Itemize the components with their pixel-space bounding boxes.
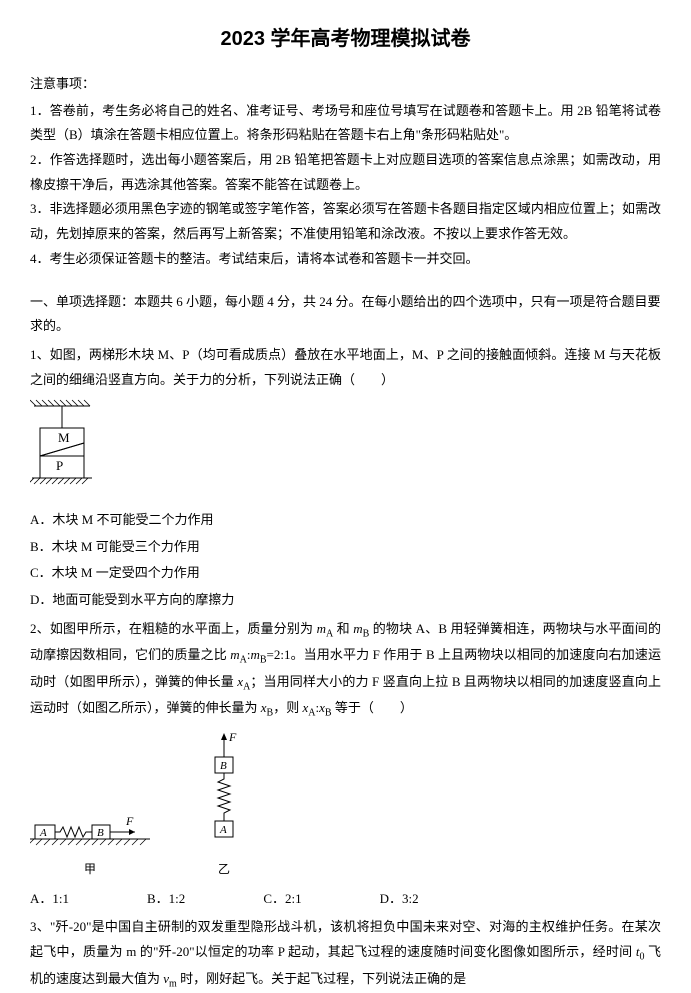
- q1-option-c: C．木块 M 一定受四个力作用: [30, 561, 661, 586]
- svg-text:B: B: [97, 827, 104, 839]
- q2-option-d: D．3:2: [380, 887, 419, 912]
- instruction-4: 4．考生必须保证答题卡的整洁。考试结束后，请将本试卷和答题卡一并交回。: [30, 247, 661, 272]
- fig1-label-m: M: [58, 430, 70, 445]
- instruction-2: 2．作答选择题时，选出每小题答案后，用 2B 铅笔把答题卡上对应题目选项的答案信…: [30, 148, 661, 197]
- svg-text:B: B: [220, 760, 227, 772]
- fig2-caption-yi: 乙: [204, 858, 244, 881]
- q2-option-a: A．1:1: [30, 887, 69, 912]
- figure-2: A B F 甲 F B A 乙: [30, 729, 661, 880]
- fig2-caption-jia: 甲: [30, 858, 150, 881]
- fig1-label-p: P: [56, 458, 63, 473]
- question-1: 1、如图，两梯形木块 M、P（均可看成质点）叠放在水平地面上，M、P 之间的接触…: [30, 343, 661, 392]
- q1-option-b: B．木块 M 可能受三个力作用: [30, 535, 661, 560]
- instruction-3: 3．非选择题必须用黑色字迹的钢笔或签字笔作答，答案必须写在答题卡各题目指定区域内…: [30, 197, 661, 246]
- q2-options: A．1:1 B．1:2 C．2:1 D．3:2: [30, 887, 661, 912]
- q1-option-d: D．地面可能受到水平方向的摩擦力: [30, 588, 661, 613]
- q2-option-b: B．1:2: [147, 887, 185, 912]
- svg-text:F: F: [125, 814, 134, 828]
- svg-text:A: A: [39, 827, 47, 839]
- svg-text:F: F: [228, 730, 237, 744]
- section-1-head: 一、单项选择题：本题共 6 小题，每小题 4 分，共 24 分。在每小题给出的四…: [30, 290, 661, 339]
- question-3: 3、"歼-20"是中国自主研制的双发重型隐形战斗机，该机将担负中国未来对空、对海…: [30, 915, 661, 993]
- page-title: 2023 学年高考物理模拟试卷: [30, 20, 661, 58]
- question-2: 2、如图甲所示，在粗糙的水平面上，质量分别为 mA 和 mB 的物块 A、B 用…: [30, 617, 661, 723]
- notice-head: 注意事项：: [30, 72, 661, 97]
- svg-text:A: A: [219, 824, 227, 836]
- figure-1: M P: [30, 398, 661, 502]
- instruction-1: 1．答卷前，考生务必将自己的姓名、准考证号、考场号和座位号填写在试题卷和答题卡上…: [30, 99, 661, 148]
- q1-option-a: A．木块 M 不可能受二个力作用: [30, 508, 661, 533]
- q2-option-c: C．2:1: [263, 887, 301, 912]
